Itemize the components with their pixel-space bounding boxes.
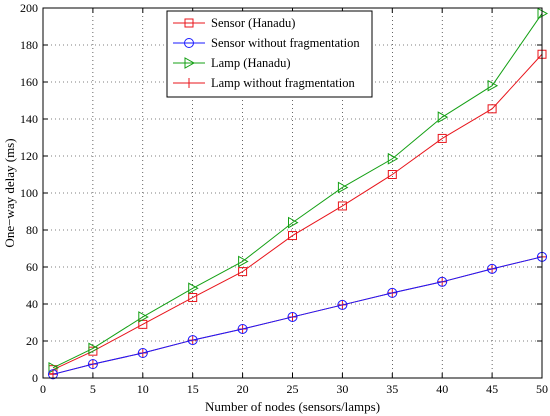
legend-entry: Sensor without fragmentation	[173, 36, 360, 50]
x-tick-label: 35	[386, 382, 398, 396]
legend: Sensor (Hanadu) Sensor without fragmentat…	[166, 10, 373, 98]
data-point	[238, 267, 248, 277]
x-tick-label: 40	[436, 382, 448, 396]
x-tick-label: 45	[486, 382, 498, 396]
x-tick-label: 5	[90, 382, 96, 396]
data-point	[437, 133, 447, 143]
data-point	[138, 319, 148, 329]
y-tick-label: 100	[20, 186, 38, 200]
series-line	[52, 256, 543, 375]
x-tick-label: 0	[40, 382, 46, 396]
data-point	[487, 104, 497, 114]
data-point	[188, 282, 199, 295]
x-tick-label: 10	[137, 382, 149, 396]
legend-marker	[184, 57, 196, 69]
legend-marker	[184, 18, 194, 28]
legend-entry: Sensor (Hanadu)	[173, 16, 295, 30]
x-tick-label: 50	[536, 382, 548, 396]
y-tick-label: 60	[26, 260, 38, 274]
data-point	[337, 181, 349, 194]
legend-entry: Lamp (Hanadu)	[173, 56, 290, 70]
data-point	[47, 369, 58, 380]
y-tick-label: 180	[20, 38, 38, 52]
x-axis-label: Number of nodes (sensors/lamps)	[205, 399, 380, 414]
x-tick-label: 20	[237, 382, 249, 396]
y-tick-label: 40	[26, 297, 38, 311]
data-point	[437, 276, 448, 287]
y-tick-label: 160	[20, 75, 38, 89]
data-point	[238, 255, 249, 268]
data-point	[387, 152, 399, 165]
data-point	[288, 216, 299, 229]
data-point	[187, 335, 198, 346]
y-tick-label: 200	[20, 1, 38, 15]
x-tick-label: 30	[336, 382, 348, 396]
y-axis-label: One−way delay (ms)	[2, 138, 17, 247]
data-point	[487, 79, 499, 92]
data-point	[287, 311, 298, 322]
data-point	[188, 293, 198, 303]
series-lamp-hanadu	[48, 7, 549, 374]
data-point	[88, 342, 99, 355]
legend-label: Lamp (Hanadu)	[211, 56, 290, 70]
series-line	[52, 53, 543, 371]
y-tick-label: 120	[20, 149, 38, 163]
x-tick-label: 25	[287, 382, 299, 396]
data-point	[337, 299, 348, 310]
series-line	[52, 13, 543, 369]
data-point	[387, 287, 398, 298]
y-tick-label: 80	[26, 223, 38, 237]
series-sensor-without-fragmentation	[47, 251, 547, 380]
axis-ticks: 0 5 10 15 20 25 30 35 40 45 50 0 20 40 60 80 100 120 140 16…	[20, 1, 548, 396]
series-sensor-hanadu	[48, 49, 547, 375]
legend-label: Sensor (Hanadu)	[211, 16, 295, 30]
data-point	[288, 231, 297, 241]
x-tick-label: 15	[187, 382, 199, 396]
series-layer	[47, 7, 549, 380]
data-point	[138, 311, 149, 323]
data-point	[137, 348, 148, 359]
data-point	[337, 201, 347, 211]
legend-label: Sensor without fragmentation	[211, 36, 360, 50]
data-point	[87, 359, 98, 370]
legend-label: Lamp without fragmentation	[211, 76, 355, 90]
data-point	[487, 263, 498, 274]
legend-marker	[184, 78, 194, 88]
y-tick-label: 140	[20, 112, 38, 126]
data-point	[437, 111, 449, 123]
legend-marker	[184, 38, 194, 48]
data-point	[387, 170, 397, 179]
y-tick-label: 0	[32, 371, 38, 385]
data-point	[237, 323, 248, 334]
y-tick-label: 20	[26, 334, 38, 348]
legend-entry: Lamp without fragmentation	[173, 76, 355, 90]
